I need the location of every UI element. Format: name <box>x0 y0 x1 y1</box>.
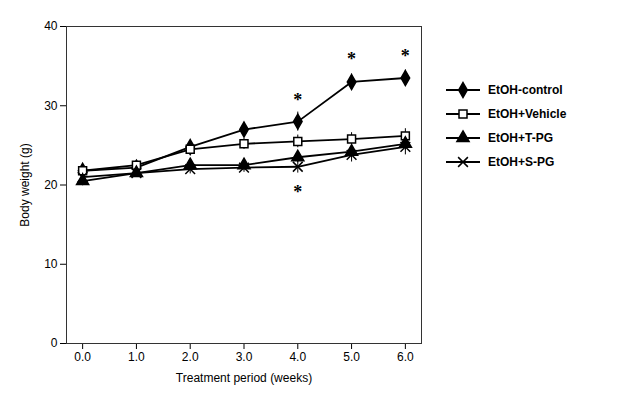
svg-text:*: * <box>347 49 356 69</box>
svg-text:20: 20 <box>44 178 58 192</box>
svg-text:10: 10 <box>44 257 58 271</box>
svg-text:EtOH+T-PG: EtOH+T-PG <box>488 131 553 145</box>
svg-text:0: 0 <box>51 336 58 350</box>
svg-text:*: * <box>401 46 410 66</box>
svg-text:EtOH+Vehicle: EtOH+Vehicle <box>488 107 567 121</box>
svg-text:4.0: 4.0 <box>289 350 306 364</box>
svg-text:Treatment period (weeks): Treatment period (weeks) <box>176 371 312 385</box>
svg-text:Body weight (g): Body weight (g) <box>18 143 32 226</box>
svg-text:6.0: 6.0 <box>397 350 414 364</box>
svg-text:0.0: 0.0 <box>74 350 91 364</box>
svg-text:2.0: 2.0 <box>182 350 199 364</box>
svg-text:1.0: 1.0 <box>128 350 145 364</box>
svg-text:40: 40 <box>44 19 58 33</box>
svg-text:*: * <box>293 182 302 202</box>
svg-text:EtOH+S-PG: EtOH+S-PG <box>488 155 554 169</box>
svg-text:EtOH-control: EtOH-control <box>488 83 563 97</box>
svg-text:30: 30 <box>44 99 58 113</box>
svg-text:5.0: 5.0 <box>343 350 360 364</box>
svg-text:3.0: 3.0 <box>236 350 253 364</box>
svg-text:*: * <box>293 90 302 110</box>
